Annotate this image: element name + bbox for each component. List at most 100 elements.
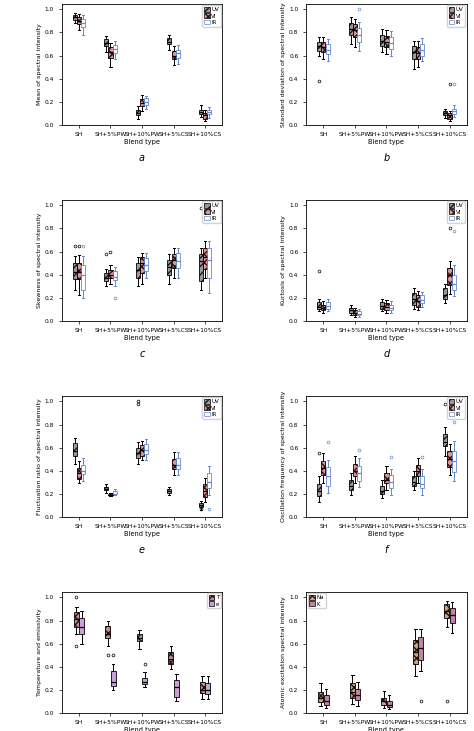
PathPatch shape [172,254,175,268]
PathPatch shape [104,487,108,491]
PathPatch shape [113,271,117,281]
PathPatch shape [317,485,321,496]
Text: c: c [139,349,145,359]
PathPatch shape [355,689,360,700]
Legend: UV, VI, IR: UV, VI, IR [202,398,221,419]
X-axis label: Blend type: Blend type [368,727,404,731]
PathPatch shape [452,275,456,289]
PathPatch shape [321,461,326,475]
PathPatch shape [105,626,110,638]
Legend: UV, VI, IR: UV, VI, IR [447,201,465,222]
PathPatch shape [380,35,384,46]
PathPatch shape [418,637,423,659]
Y-axis label: Temperature and emissivity: Temperature and emissivity [37,608,42,696]
PathPatch shape [77,18,81,24]
PathPatch shape [420,295,424,303]
PathPatch shape [416,48,420,59]
PathPatch shape [321,42,326,52]
PathPatch shape [205,683,210,694]
PathPatch shape [349,308,353,313]
PathPatch shape [450,608,455,623]
X-axis label: Blend type: Blend type [124,531,160,537]
PathPatch shape [113,491,117,493]
Text: d: d [383,349,390,359]
PathPatch shape [389,305,393,310]
PathPatch shape [167,260,172,275]
PathPatch shape [142,678,147,684]
PathPatch shape [317,42,321,51]
PathPatch shape [447,451,452,467]
PathPatch shape [199,503,203,507]
PathPatch shape [357,28,361,42]
PathPatch shape [199,110,203,114]
PathPatch shape [384,473,389,483]
Y-axis label: Fluctuation ratio of spectral intensity: Fluctuation ratio of spectral intensity [37,398,42,515]
PathPatch shape [381,698,386,705]
X-axis label: Blend type: Blend type [368,335,404,341]
PathPatch shape [174,681,179,697]
Text: e: e [139,545,145,555]
PathPatch shape [384,303,389,310]
PathPatch shape [443,111,447,115]
PathPatch shape [326,467,330,485]
Text: b: b [383,153,390,163]
PathPatch shape [113,45,117,53]
PathPatch shape [144,98,148,105]
X-axis label: Blend type: Blend type [124,139,160,145]
PathPatch shape [207,248,211,278]
PathPatch shape [167,489,172,493]
PathPatch shape [140,99,144,106]
PathPatch shape [104,39,108,46]
PathPatch shape [412,293,416,305]
PathPatch shape [172,51,175,59]
PathPatch shape [172,459,175,469]
Y-axis label: Standard deviation of spectral intensity: Standard deviation of spectral intensity [281,1,286,126]
PathPatch shape [387,701,392,707]
PathPatch shape [357,466,361,481]
PathPatch shape [317,302,321,309]
PathPatch shape [176,50,180,58]
PathPatch shape [420,44,424,56]
Legend: Na, K: Na, K [308,594,326,608]
PathPatch shape [77,469,81,479]
PathPatch shape [353,310,357,315]
PathPatch shape [412,46,416,59]
PathPatch shape [176,253,180,268]
PathPatch shape [380,302,384,309]
PathPatch shape [73,443,77,455]
PathPatch shape [349,480,353,491]
X-axis label: Blend type: Blend type [368,531,404,537]
Y-axis label: Atomic excitation spectral intensity: Atomic excitation spectral intensity [281,596,286,708]
X-axis label: Blend type: Blend type [368,139,404,145]
PathPatch shape [137,635,142,641]
PathPatch shape [389,37,393,48]
PathPatch shape [452,108,456,114]
PathPatch shape [203,113,207,119]
Legend: T, e: T, e [207,594,221,608]
PathPatch shape [389,475,393,488]
Legend: UV, VI, IR: UV, VI, IR [447,398,465,419]
Legend: UV, VI, IR: UV, VI, IR [202,201,221,222]
PathPatch shape [321,305,326,310]
PathPatch shape [74,613,79,627]
PathPatch shape [380,485,384,493]
PathPatch shape [200,681,205,693]
PathPatch shape [77,263,81,279]
PathPatch shape [350,683,355,698]
PathPatch shape [444,605,449,618]
PathPatch shape [416,465,420,477]
Y-axis label: Skewness of spectral intensity: Skewness of spectral intensity [37,213,42,308]
Text: f: f [385,545,388,555]
PathPatch shape [110,671,116,686]
PathPatch shape [318,692,323,702]
PathPatch shape [353,463,357,477]
Y-axis label: Kurtosis of spectral intensity: Kurtosis of spectral intensity [281,215,286,305]
PathPatch shape [73,15,77,20]
PathPatch shape [168,651,173,664]
PathPatch shape [420,477,424,488]
PathPatch shape [176,458,180,469]
PathPatch shape [207,110,211,114]
PathPatch shape [443,433,447,447]
Y-axis label: Mean of spectral intensity: Mean of spectral intensity [37,23,42,105]
PathPatch shape [207,473,211,488]
